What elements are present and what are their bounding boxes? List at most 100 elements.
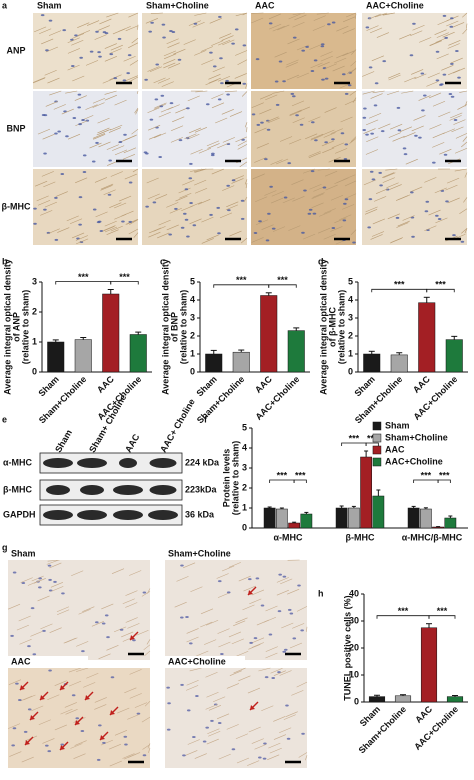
nucleus <box>113 77 118 80</box>
texture <box>372 90 385 94</box>
texture <box>447 177 460 184</box>
texture <box>31 575 44 582</box>
nucleus <box>217 722 222 725</box>
texture <box>206 619 219 626</box>
bar <box>446 696 464 703</box>
nucleus <box>450 17 454 20</box>
texture <box>285 711 298 717</box>
texture <box>275 158 289 165</box>
texture <box>388 72 401 79</box>
nucleus <box>189 162 193 165</box>
texture <box>123 55 136 62</box>
nucleus <box>82 154 87 157</box>
nucleus <box>182 754 186 757</box>
nucleus <box>278 573 282 576</box>
row-label: β-MHC <box>2 201 31 211</box>
texture <box>289 109 302 116</box>
micrograph <box>8 560 150 660</box>
texture <box>211 168 224 175</box>
texture <box>412 24 425 31</box>
blot-row-label: β-MHC <box>3 484 32 494</box>
texture <box>222 185 235 191</box>
texture <box>40 623 53 630</box>
y-tick-label: 10 <box>349 669 359 679</box>
texture <box>429 40 443 47</box>
texture <box>321 140 334 147</box>
significance-label: *** <box>277 470 288 480</box>
texture <box>35 180 48 187</box>
nucleus <box>32 653 37 656</box>
texture <box>144 650 151 657</box>
nucleus <box>192 224 197 227</box>
nucleus <box>362 116 367 119</box>
texture <box>161 81 174 87</box>
nucleus <box>65 135 69 138</box>
nucleus <box>186 235 190 238</box>
texture <box>19 638 32 645</box>
texture <box>276 589 289 596</box>
nucleus <box>266 128 271 131</box>
nucleus <box>62 29 67 32</box>
bar <box>288 522 300 529</box>
texture <box>302 168 316 174</box>
texture <box>153 77 166 84</box>
bar <box>418 302 436 373</box>
texture <box>221 35 234 41</box>
texture <box>280 578 293 585</box>
blot-strip <box>39 504 183 526</box>
nucleus <box>33 222 37 225</box>
texture <box>194 753 207 759</box>
texture <box>47 228 60 235</box>
texture <box>23 694 36 701</box>
nucleus <box>168 233 172 236</box>
texture <box>445 184 458 191</box>
texture <box>95 211 108 218</box>
blot-size-label: 224 kDa <box>185 457 220 467</box>
nucleus <box>424 210 429 213</box>
significance-label: *** <box>439 470 450 480</box>
texture <box>144 701 151 707</box>
panel-label: d <box>318 256 324 266</box>
texture <box>54 680 67 686</box>
nucleus <box>48 578 52 581</box>
nucleus <box>396 106 401 109</box>
texture <box>334 57 347 64</box>
texture <box>40 210 53 216</box>
texture <box>170 125 184 132</box>
texture <box>245 83 248 89</box>
texture <box>418 95 431 101</box>
nucleus <box>142 591 147 594</box>
texture <box>148 134 162 140</box>
texture <box>42 133 55 140</box>
nucleus <box>264 158 268 161</box>
texture <box>110 44 123 51</box>
texture <box>163 59 176 65</box>
texture <box>332 65 345 72</box>
texture <box>206 234 219 241</box>
bar <box>420 627 438 703</box>
nucleus <box>81 650 85 653</box>
nucleus <box>371 178 376 181</box>
texture <box>146 177 159 184</box>
significance-label: *** <box>394 280 405 290</box>
texture <box>65 637 78 644</box>
nucleus <box>96 758 101 761</box>
texture <box>21 756 34 763</box>
texture <box>401 90 414 94</box>
nucleus <box>247 578 252 581</box>
nucleus <box>121 220 125 223</box>
texture <box>324 63 337 70</box>
arrow-head <box>110 710 115 715</box>
texture <box>149 66 163 73</box>
texture <box>446 20 459 27</box>
texture <box>125 602 138 608</box>
texture <box>129 570 142 576</box>
texture <box>254 127 267 134</box>
nucleus <box>380 130 385 133</box>
texture <box>231 638 244 645</box>
texture <box>125 25 138 32</box>
texture <box>376 32 389 38</box>
y-tick-label: 5 <box>348 276 353 286</box>
significance-bracket <box>110 281 139 285</box>
texture <box>434 29 447 35</box>
